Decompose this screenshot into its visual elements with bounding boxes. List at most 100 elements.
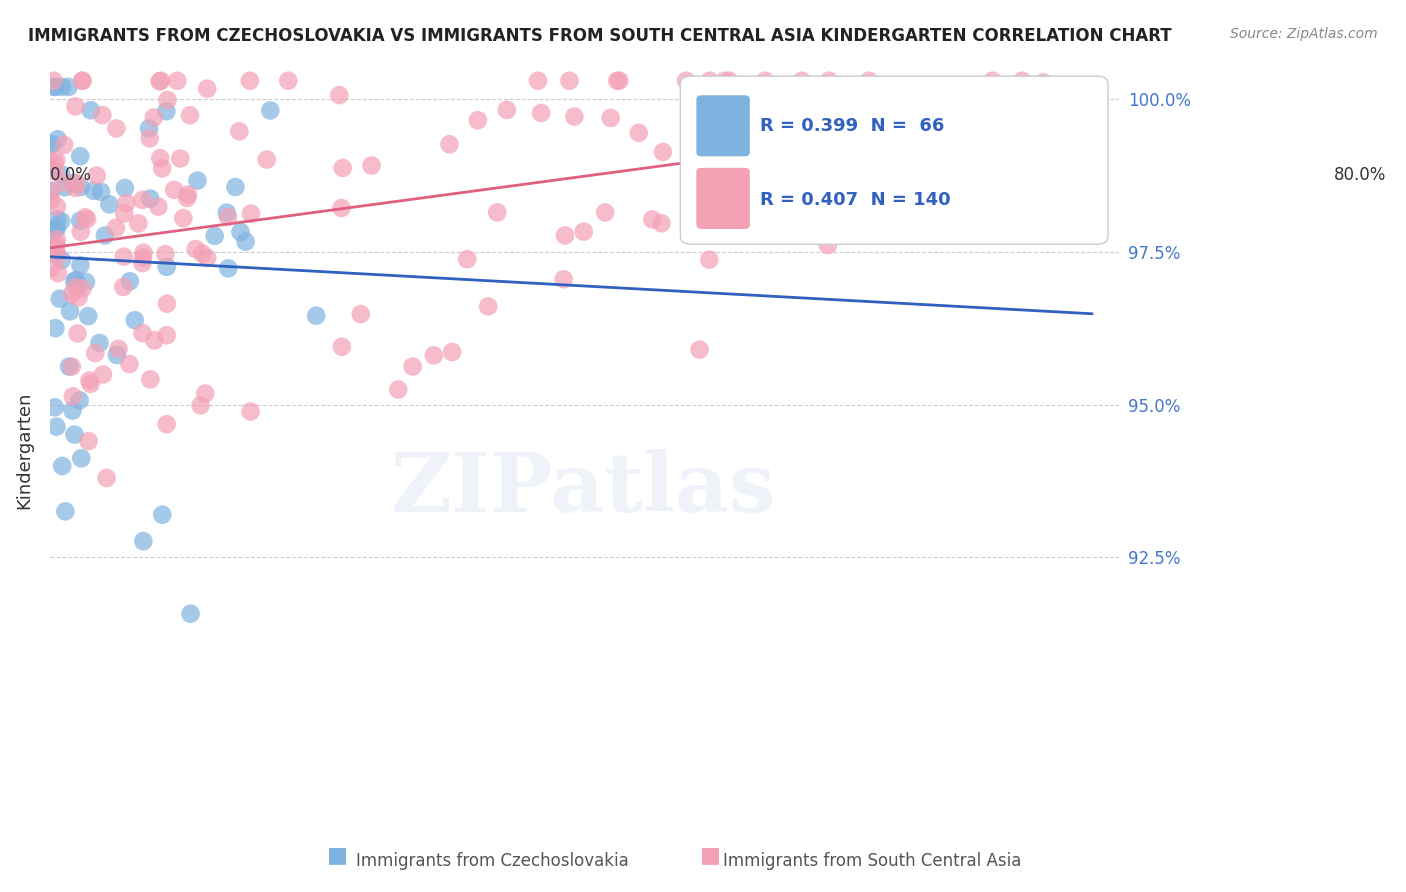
Point xyxy=(39,260,62,275)
Point xyxy=(39,138,62,153)
Point xyxy=(39,236,62,251)
Point xyxy=(818,74,841,88)
Point xyxy=(131,193,153,207)
Point xyxy=(156,260,179,274)
Point xyxy=(204,228,226,243)
Point xyxy=(1032,75,1054,89)
Point xyxy=(156,93,179,107)
Point xyxy=(39,184,62,198)
Point xyxy=(91,368,114,382)
Point xyxy=(70,451,93,466)
Point xyxy=(132,534,155,549)
Point xyxy=(51,214,73,228)
Point xyxy=(156,296,179,310)
Point xyxy=(675,74,697,88)
Point xyxy=(572,225,595,239)
Point xyxy=(239,404,262,418)
Point xyxy=(75,211,97,225)
Point xyxy=(495,103,517,117)
Point xyxy=(60,359,83,374)
Point xyxy=(65,176,87,190)
Point xyxy=(650,216,672,230)
Point xyxy=(63,274,86,288)
Point xyxy=(688,140,710,154)
Point xyxy=(53,138,76,153)
Point xyxy=(277,74,299,88)
Point xyxy=(105,348,128,362)
Point xyxy=(45,245,67,260)
FancyBboxPatch shape xyxy=(681,76,1108,244)
Point xyxy=(45,236,67,251)
Point xyxy=(127,217,149,231)
Point xyxy=(65,273,87,287)
Point xyxy=(41,160,63,174)
Point xyxy=(66,326,89,341)
Point xyxy=(72,74,94,88)
Point xyxy=(75,275,97,289)
Point xyxy=(79,374,101,388)
Point xyxy=(328,88,350,103)
Point xyxy=(62,403,84,417)
Point xyxy=(83,184,105,198)
Point xyxy=(45,220,67,235)
Point xyxy=(332,161,354,175)
Point xyxy=(69,213,91,227)
FancyBboxPatch shape xyxy=(696,95,749,156)
Point xyxy=(156,417,179,432)
Point xyxy=(58,359,80,374)
Point xyxy=(1025,168,1047,182)
Point xyxy=(65,99,87,113)
FancyBboxPatch shape xyxy=(696,168,749,229)
Point xyxy=(46,266,69,280)
Point xyxy=(149,74,172,88)
Point xyxy=(132,245,155,260)
Text: R = 0.399  N =  66: R = 0.399 N = 66 xyxy=(761,117,945,135)
Point xyxy=(44,321,66,335)
Point xyxy=(112,206,135,220)
Point xyxy=(148,74,170,88)
Point xyxy=(42,223,65,237)
Point xyxy=(754,74,776,88)
Point xyxy=(131,256,153,270)
Point xyxy=(191,246,214,260)
Point xyxy=(96,471,118,485)
Point xyxy=(104,220,127,235)
Point xyxy=(69,393,91,408)
Point xyxy=(627,126,650,140)
Point xyxy=(72,281,94,295)
Point xyxy=(593,205,616,219)
Point xyxy=(858,74,880,88)
Point xyxy=(305,309,328,323)
Point xyxy=(697,252,720,267)
Point xyxy=(184,242,207,256)
Y-axis label: Kindergarten: Kindergarten xyxy=(15,392,32,509)
Point xyxy=(817,238,839,252)
Point xyxy=(609,74,631,88)
Point xyxy=(42,79,65,94)
Point xyxy=(112,250,135,264)
Point xyxy=(229,225,252,239)
Text: 80.0%: 80.0% xyxy=(1333,166,1386,184)
Point xyxy=(67,290,90,304)
Point xyxy=(69,258,91,272)
Point xyxy=(689,343,711,357)
Point xyxy=(195,251,218,265)
Point xyxy=(713,74,735,88)
Point xyxy=(53,180,76,194)
Point xyxy=(652,145,675,159)
Point xyxy=(70,180,93,194)
Point xyxy=(114,181,136,195)
Point xyxy=(402,359,425,374)
Point xyxy=(139,192,162,206)
Point xyxy=(131,326,153,340)
Point xyxy=(80,103,103,118)
Point xyxy=(77,309,100,323)
Point xyxy=(239,74,262,88)
Point xyxy=(166,74,188,88)
Text: Source: ZipAtlas.com: Source: ZipAtlas.com xyxy=(1230,27,1378,41)
Point xyxy=(51,458,73,473)
Point xyxy=(217,210,239,224)
Point xyxy=(62,389,84,403)
Text: ZIPatlas: ZIPatlas xyxy=(391,449,778,529)
Point xyxy=(974,159,997,173)
